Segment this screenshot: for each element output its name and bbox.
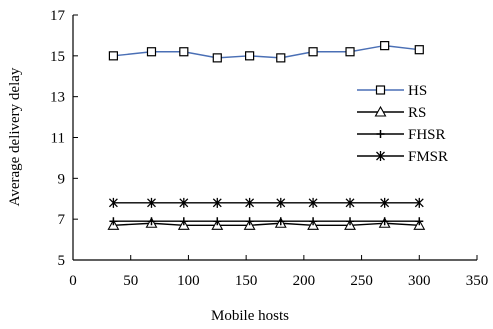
- x-tick-label: 350: [466, 273, 489, 289]
- data-point-fhsr: [415, 217, 424, 226]
- data-point-fmsr: [108, 197, 118, 208]
- y-tick-label: 15: [50, 49, 65, 65]
- chart-series-layer: [107, 41, 426, 230]
- data-point-fhsr: [213, 217, 222, 226]
- legend-item-hs: HS: [357, 83, 427, 99]
- x-tick-label: 100: [177, 273, 200, 289]
- y-tick-label: 13: [50, 90, 65, 106]
- data-point-hs: [414, 45, 424, 55]
- data-point-fmsr: [245, 197, 255, 208]
- data-point-hs: [308, 47, 318, 57]
- series-line-rs: [113, 222, 420, 226]
- y-tick-label: 5: [58, 253, 66, 269]
- series-hs: [108, 41, 424, 63]
- x-tick-label: 50: [123, 273, 138, 289]
- x-axis-label: Mobile hosts: [211, 308, 289, 324]
- data-point-fmsr: [308, 197, 318, 208]
- x-tick-label: 250: [350, 273, 373, 289]
- legend-item-fmsr: FMSR: [357, 149, 448, 165]
- series-fmsr: [108, 197, 424, 208]
- x-tick-label: 200: [293, 273, 316, 289]
- data-point-fmsr: [147, 197, 156, 208]
- y-axis-label: Average delivery delay: [7, 67, 23, 206]
- series-rs: [107, 217, 426, 230]
- data-point-hs: [245, 51, 255, 61]
- legend-label: HS: [408, 83, 427, 99]
- data-point-fmsr: [179, 197, 189, 208]
- legend-item-rs: RS: [357, 105, 426, 121]
- data-point-hs: [108, 51, 119, 61]
- data-point-fhsr: [380, 217, 389, 226]
- series-line-hs: [113, 44, 420, 59]
- data-point-fhsr: [179, 217, 188, 226]
- chart-legend: HS RS FHSR FMSR: [357, 83, 448, 165]
- data-point-fmsr: [345, 197, 355, 208]
- data-point-fhsr: [309, 217, 318, 226]
- data-point-fhsr: [346, 217, 355, 226]
- x-tick-label: 0: [69, 273, 77, 289]
- data-point-hs: [146, 47, 157, 57]
- x-tick-label: 150: [235, 273, 258, 289]
- y-tick-label: 17: [50, 8, 66, 24]
- data-point-fhsr: [109, 217, 118, 226]
- chart-axes: 5 7 9 11 13 15 17 0 50 100 150 200 250 300 350: [50, 8, 488, 289]
- data-point-fmsr: [414, 197, 424, 208]
- legend-marker: [376, 130, 385, 138]
- data-point-fhsr: [147, 217, 156, 226]
- y-tick-label: 7: [58, 212, 66, 228]
- legend-marker: [376, 151, 385, 161]
- data-point-hs: [212, 53, 222, 63]
- data-point-fmsr: [276, 197, 286, 208]
- data-point-hs: [276, 53, 286, 63]
- data-point-fhsr: [276, 217, 285, 226]
- y-tick-label: 9: [58, 171, 66, 187]
- legend-label: FHSR: [408, 127, 446, 143]
- data-point-fmsr: [212, 197, 222, 208]
- y-tick-label: 11: [51, 131, 65, 147]
- legend-label: FMSR: [408, 149, 448, 165]
- series-fhsr: [109, 217, 424, 226]
- legend-marker: [374, 105, 387, 117]
- legend-item-fhsr: FHSR: [357, 127, 446, 143]
- data-point-hs: [345, 47, 355, 57]
- data-point-hs: [179, 47, 189, 57]
- legend-label: RS: [408, 105, 426, 121]
- data-point-fmsr: [380, 197, 390, 208]
- legend-marker: [375, 85, 386, 95]
- data-point-fhsr: [245, 217, 254, 226]
- x-tick-label: 300: [408, 273, 431, 289]
- data-point-hs: [380, 41, 390, 51]
